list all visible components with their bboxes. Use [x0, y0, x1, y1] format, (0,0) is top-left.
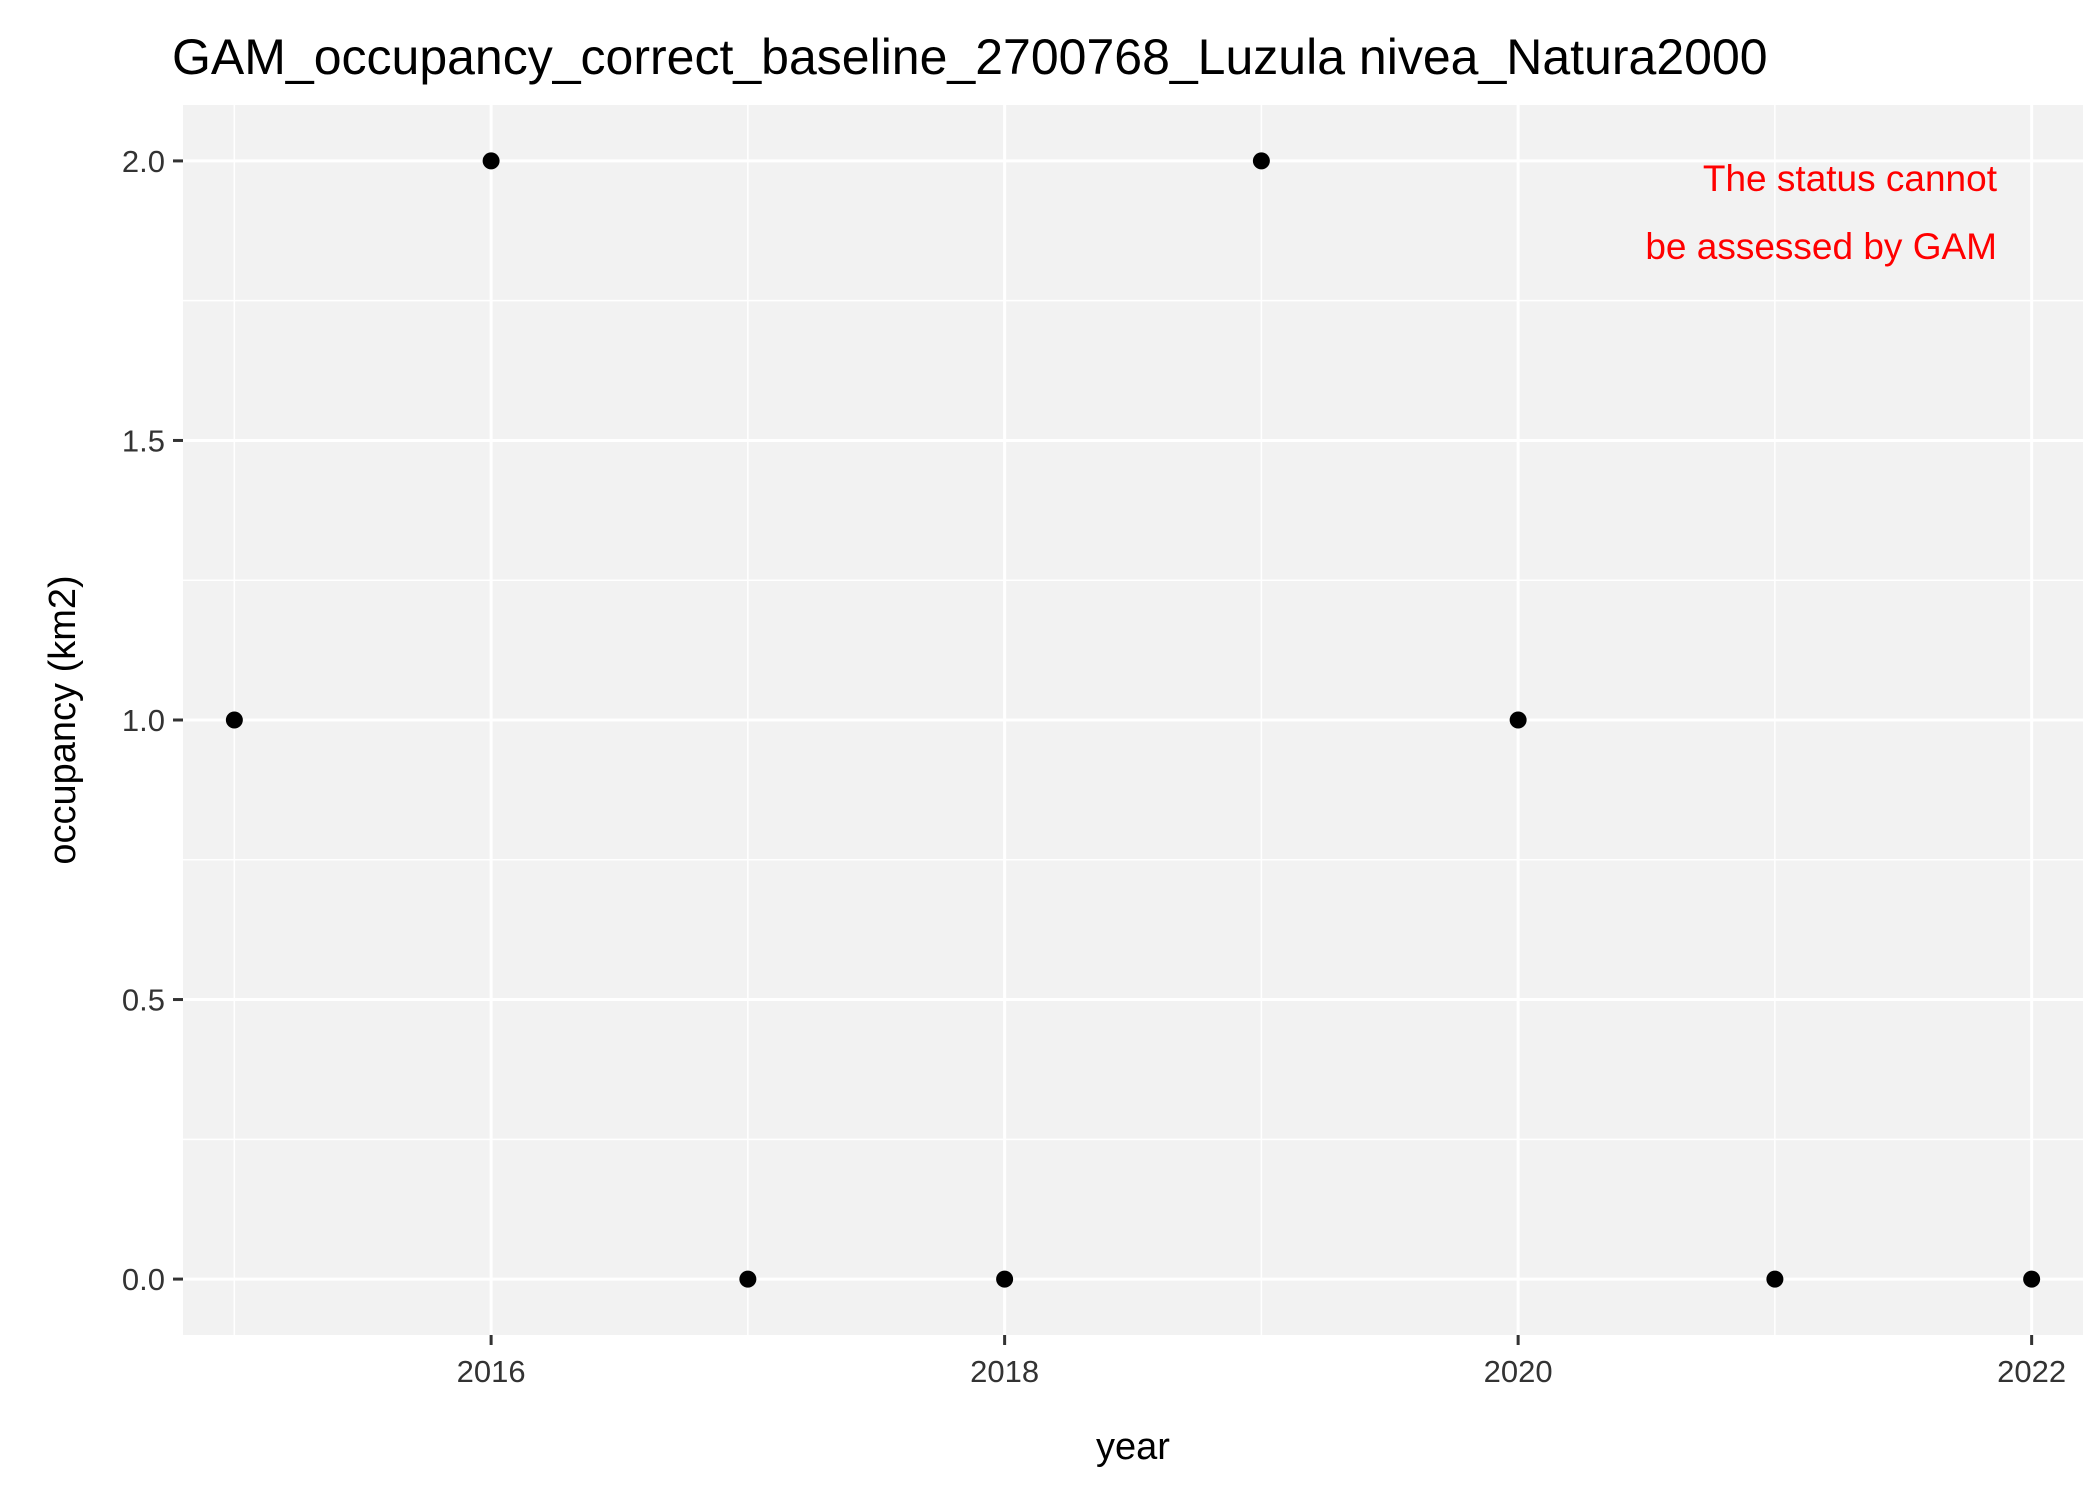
- data-point: [482, 152, 500, 170]
- data-points: [225, 152, 2041, 1288]
- y-tick-label: 0.0: [122, 1262, 165, 1297]
- data-point: [1509, 711, 1527, 729]
- y-axis-label: occupancy (km2): [42, 575, 84, 864]
- x-tick-label: 2020: [1484, 1354, 1553, 1389]
- data-point: [1766, 1270, 1784, 1288]
- data-point: [739, 1270, 757, 1288]
- y-tick-label: 2.0: [122, 144, 165, 179]
- y-tick-label: 1.0: [122, 703, 165, 738]
- x-tick-label: 2016: [457, 1354, 526, 1389]
- x-tick-label: 2022: [1997, 1354, 2066, 1389]
- data-point: [225, 711, 243, 729]
- y-axis: 0.0 0.5 1.0 1.5 2.0: [122, 144, 183, 1297]
- data-point: [996, 1270, 1014, 1288]
- annotation-line: The status cannot: [1703, 158, 1998, 199]
- data-point: [1252, 152, 1270, 170]
- annotation-line: be assessed by GAM: [1645, 226, 1997, 267]
- y-tick-label: 1.5: [122, 423, 165, 458]
- y-tick-label: 0.5: [122, 983, 165, 1018]
- x-tick-label: 2018: [970, 1354, 1039, 1389]
- x-axis-label: year: [1096, 1426, 1170, 1468]
- annotation: The status cannot be assessed by GAM: [1645, 158, 1997, 267]
- chart-title: GAM_occupancy_correct_baseline_2700768_L…: [172, 29, 1768, 85]
- x-axis: 2016 2018 2020 2022: [457, 1335, 2066, 1389]
- data-point: [2023, 1270, 2041, 1288]
